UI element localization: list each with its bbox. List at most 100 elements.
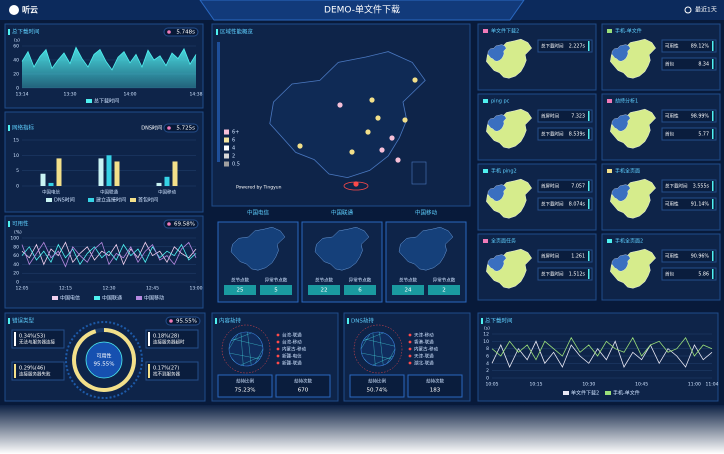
metric-value: 5.77	[698, 132, 709, 138]
task-swatch	[607, 169, 612, 173]
net-link	[364, 358, 367, 362]
series-line	[21, 241, 197, 266]
metric-label: 总下载时间	[665, 183, 688, 190]
mini-map-region	[487, 114, 507, 132]
hijack-item: 新疆-联通	[282, 360, 302, 367]
hijack-item: 天津-联通	[414, 353, 434, 360]
x-tick-label: 11:04	[706, 382, 719, 388]
task-swatch	[483, 239, 488, 243]
y-tick-label: 15	[13, 138, 19, 144]
y-tick-label: 60	[13, 44, 19, 50]
metric-value: 7.323	[571, 114, 585, 120]
bar	[40, 173, 46, 186]
title-marker	[8, 221, 10, 227]
isp-value: 5	[274, 288, 278, 294]
axis-unit: (%)	[14, 230, 22, 236]
metric-box	[537, 127, 593, 141]
hijack-item: 台湾-联通	[282, 332, 302, 339]
item-dot	[276, 361, 280, 365]
title-marker	[215, 318, 217, 324]
series-line	[491, 340, 713, 368]
title-marker	[347, 318, 349, 324]
metric-value: 89.12%	[691, 44, 710, 50]
metric-label: 总下载时间	[541, 131, 564, 138]
alert-pin	[353, 181, 359, 187]
isp-label: 异常节点数	[349, 277, 372, 284]
legend-label: 6	[232, 138, 235, 144]
legend-swatch	[136, 296, 142, 300]
metric-marker	[588, 269, 590, 279]
bar	[56, 158, 62, 186]
south-sea-box	[411, 161, 427, 185]
item-dot	[276, 347, 280, 351]
hijack-item: 湖北-联通	[414, 360, 434, 367]
metric-box	[661, 127, 717, 141]
isp-value: 24	[405, 288, 412, 294]
metric-marker	[588, 181, 590, 191]
net-link	[379, 332, 384, 366]
stat-label: 劫持次数	[294, 378, 312, 385]
value-box	[260, 285, 292, 295]
panel-title: DNS劫持	[351, 317, 374, 325]
isp-value: 25	[237, 288, 244, 294]
metric-box	[537, 197, 593, 211]
metric-marker	[712, 41, 714, 51]
metric-box	[537, 267, 593, 281]
metric-value: 8.34	[698, 62, 709, 68]
y-tick-label: 0	[486, 376, 489, 382]
metric-marker	[588, 111, 590, 121]
mini-map-region	[611, 44, 631, 62]
task-swatch	[607, 99, 612, 103]
x-tick-label: 中国移动	[158, 189, 176, 196]
net-link	[232, 358, 235, 362]
badge-dot	[169, 319, 173, 323]
task-swatch	[483, 169, 488, 173]
mini-map-region	[487, 254, 507, 272]
stat-value: 670	[298, 388, 309, 394]
net-link	[228, 333, 239, 349]
item-dot	[276, 354, 280, 358]
net-link	[255, 348, 264, 364]
metric-label: 总下载时间	[541, 271, 564, 278]
task-name: 手机-单文件	[615, 28, 642, 35]
legend-label: 建立连接时间	[96, 197, 126, 204]
legend-label: 中国电信	[60, 295, 80, 302]
metric-marker	[588, 199, 590, 209]
legend-swatch	[605, 391, 611, 395]
isp-value: 22	[321, 288, 328, 294]
mini-map-region	[487, 44, 507, 62]
mini-map	[314, 226, 370, 271]
badge-label: DNS时间	[141, 125, 162, 132]
time-range[interactable]: 最近1天	[695, 6, 717, 14]
x-tick-label: 中国联通	[100, 189, 118, 196]
badge-value: 5.748s	[176, 30, 195, 36]
metric-box	[661, 179, 717, 193]
legend-swatch	[88, 198, 94, 202]
legend-swatch	[130, 198, 136, 202]
metric-value: 1.261	[571, 254, 585, 260]
metric-label: 可用性	[665, 201, 679, 208]
badge-dot	[167, 222, 171, 226]
metric-label: 可用性	[665, 43, 679, 50]
net-link	[362, 332, 384, 342]
item-dot	[276, 340, 280, 344]
stat-value: 183	[430, 388, 441, 394]
task-name: 手机全页面	[615, 168, 640, 175]
logo: 听云	[22, 5, 38, 15]
metric-label: 首屏时间	[541, 113, 559, 120]
net-link	[372, 355, 394, 366]
y-tick-label: 6	[486, 354, 489, 360]
title-marker	[8, 125, 10, 131]
badge-dot	[167, 30, 171, 34]
x-tick-label: 13:14	[16, 92, 29, 98]
bar	[172, 161, 178, 186]
y-tick-label: 20	[13, 271, 19, 277]
value-box	[392, 285, 424, 295]
legend-swatch	[224, 161, 229, 167]
isp-label: 异常节点数	[433, 277, 456, 284]
task-name: 手机 ping2	[491, 168, 517, 175]
error-marker	[148, 332, 150, 346]
hijack-item: 内蒙古-移动	[282, 346, 307, 353]
bar	[114, 161, 120, 186]
